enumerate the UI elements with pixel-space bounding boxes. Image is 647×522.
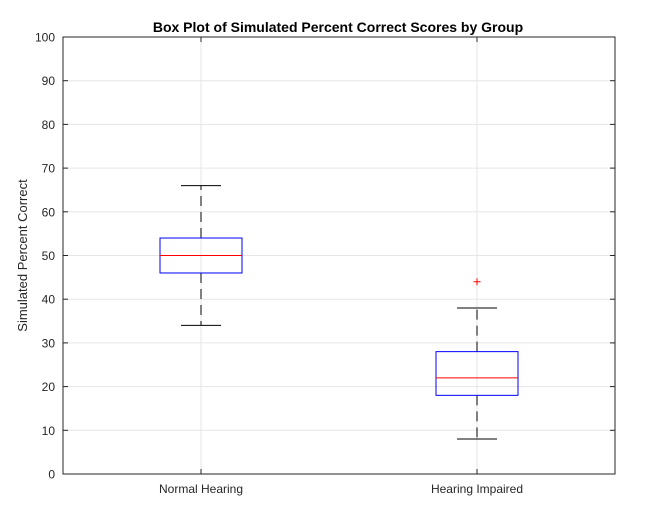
y-tick-label: 20 xyxy=(42,380,56,394)
y-tick-label: 90 xyxy=(42,74,56,88)
y-tick-label: 80 xyxy=(42,118,56,132)
outlier-marker xyxy=(473,278,481,286)
y-tick-label: 30 xyxy=(42,336,56,350)
box-group xyxy=(159,185,243,326)
y-tick-label: 50 xyxy=(42,249,56,263)
x-tick-label: Normal Hearing xyxy=(159,482,243,496)
y-tick-label: 40 xyxy=(42,293,56,307)
grid xyxy=(63,36,615,475)
y-tick-label: 70 xyxy=(42,162,56,176)
box-group xyxy=(435,278,519,440)
y-tick-label: 0 xyxy=(48,468,55,482)
axes: 0 10 20 30 40 50 60 70 80 90 100 Normal Hearing Hear… xyxy=(35,31,616,496)
y-tick-label: 100 xyxy=(35,31,55,45)
chart-title: Box Plot of Simulated Percent Correct Sc… xyxy=(153,19,523,35)
plot-area xyxy=(159,185,519,440)
iqr-box xyxy=(435,351,519,396)
y-tick-label: 10 xyxy=(42,424,56,438)
axes-frame xyxy=(62,36,616,475)
y-tick-label: 60 xyxy=(42,205,56,219)
x-tick-label: Hearing Impaired xyxy=(431,482,523,496)
y-axis-label: Simulated Percent Correct xyxy=(15,179,30,332)
